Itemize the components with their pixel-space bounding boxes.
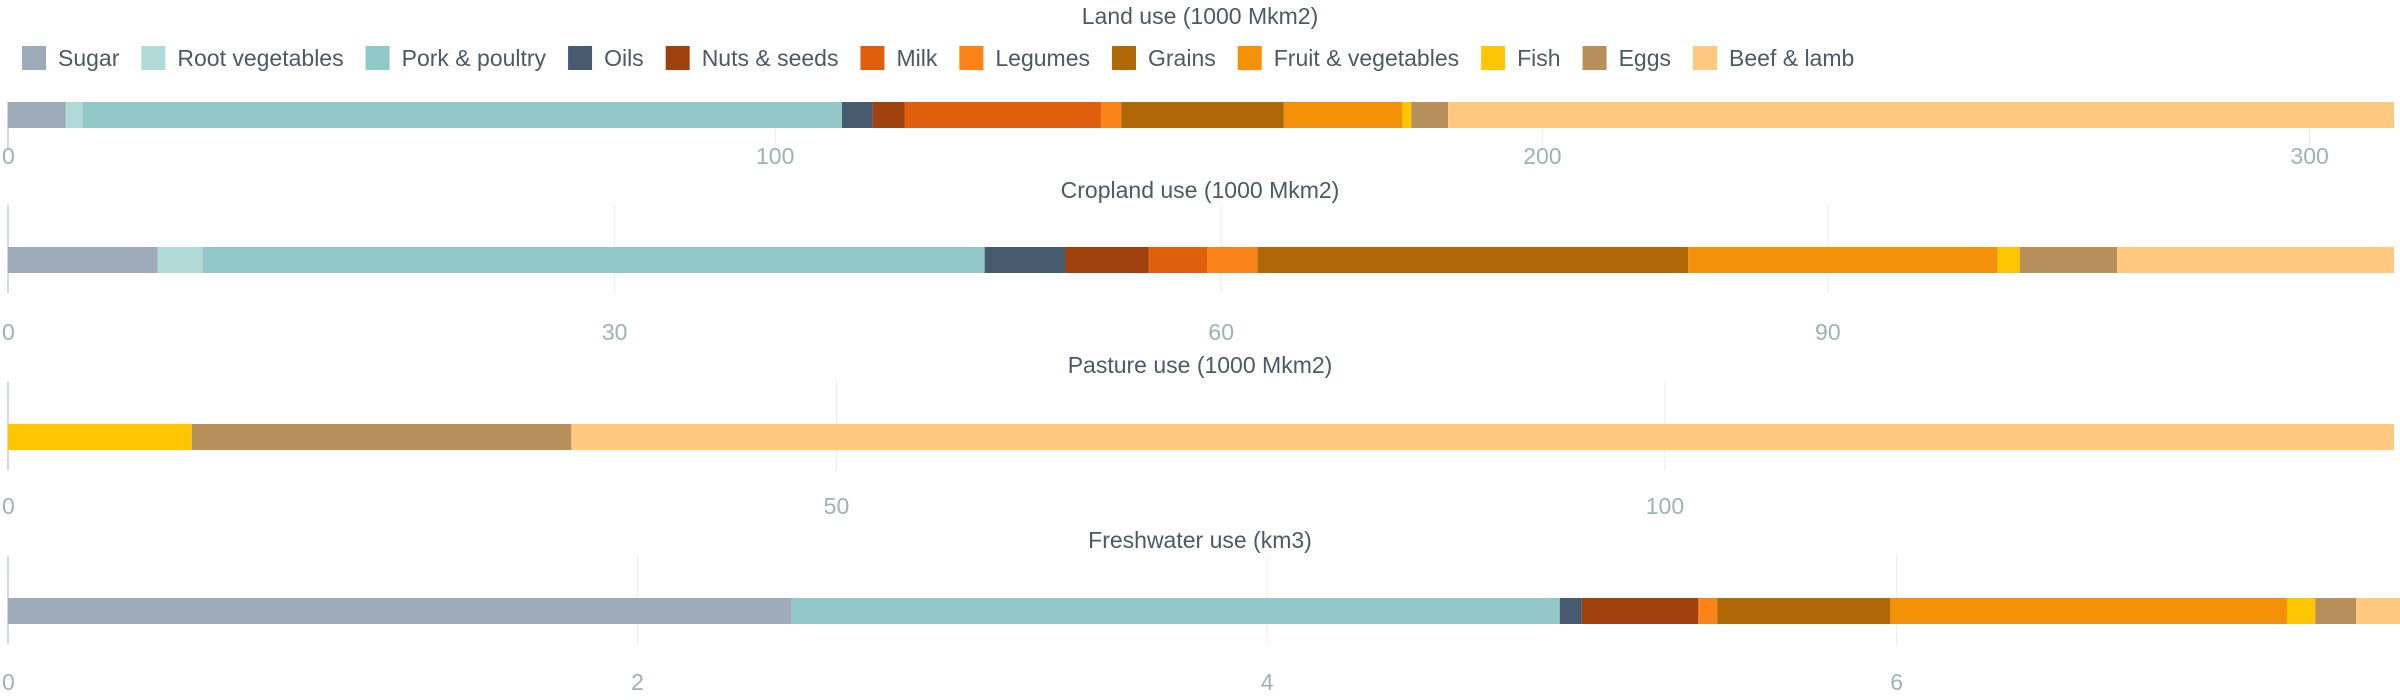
bar-segment-root-vegetables[interactable]	[157, 247, 203, 273]
tick-label: 90	[1815, 319, 1841, 345]
tick-label: 0	[2, 669, 15, 695]
tick-label: 300	[2290, 143, 2328, 169]
legend-item-fruit-and-vegetables[interactable]: Fruit & vegetables	[1237, 45, 1459, 71]
tick-label: 100	[756, 143, 794, 169]
legend-swatch	[1237, 46, 1262, 70]
tick-label: 6	[1890, 669, 1903, 695]
legend-item-eggs[interactable]: Eggs	[1582, 45, 1671, 71]
bar-segment-eggs[interactable]	[1411, 102, 1449, 128]
legend-label: Milk	[896, 45, 937, 71]
bar-segment-nuts-and-seeds[interactable]	[1581, 598, 1699, 624]
legend-label: Sugar	[58, 45, 120, 71]
legend-item-nuts-and-seeds[interactable]: Nuts & seeds	[665, 45, 839, 71]
bar-segment-fruit-and-vegetables[interactable]	[1283, 102, 1403, 128]
legend-swatch	[1112, 46, 1136, 70]
legend-label: Grains	[1148, 45, 1216, 71]
bar-segment-nuts-and-seeds[interactable]	[872, 102, 905, 128]
legend-swatch	[1582, 46, 1607, 70]
legend-swatch	[141, 46, 166, 70]
legend-swatch	[860, 46, 885, 70]
tick-label: 100	[1646, 493, 1684, 519]
tick-label: 30	[602, 319, 628, 345]
bar-segment-beef-and-lamb[interactable]	[2356, 598, 2400, 624]
legend-label: Oils	[604, 45, 644, 71]
chart-title: Cropland use (1000 Mkm2)	[1061, 177, 1340, 203]
legend-swatch	[1481, 46, 1506, 70]
bar-segment-fruit-and-vegetables[interactable]	[1688, 247, 1998, 273]
tick-label: 0	[2, 319, 15, 345]
chart-panel-4: Freshwater use (km3) 0 2 4 6	[2, 527, 2400, 695]
legend-item-milk[interactable]: Milk	[860, 45, 938, 71]
chart-panel-3: Pasture use (1000 Mkm2) 0 50 100	[2, 352, 2394, 519]
legend-label: Legumes	[995, 45, 1090, 71]
bar-segment-grains[interactable]	[1257, 247, 1689, 273]
legend-item-oils[interactable]: Oils	[568, 45, 644, 71]
tick-label: 50	[824, 493, 850, 519]
legend-swatch	[1693, 46, 1718, 70]
legend-label: Pork & poultry	[402, 45, 547, 71]
bar-segment-oils[interactable]	[1559, 598, 1582, 624]
legend-swatch	[22, 46, 46, 70]
legend-item-pork-and-poultry[interactable]: Pork & poultry	[365, 45, 547, 71]
bar-segment-fish[interactable]	[8, 424, 192, 450]
legend-label: Root vegetables	[177, 45, 343, 71]
bar-segment-fish[interactable]	[1997, 247, 2020, 273]
legend-label: Fruit & vegetables	[1274, 45, 1459, 71]
bar-segment-eggs[interactable]	[2019, 247, 2117, 273]
legend-label: Beef & lamb	[1729, 45, 1854, 71]
bar-segment-fish[interactable]	[2286, 598, 2316, 624]
tick-label: 200	[1523, 143, 1561, 169]
bar-segment-nuts-and-seeds[interactable]	[1065, 247, 1149, 273]
bar-segment-legumes[interactable]	[1101, 102, 1122, 128]
bar-segment-grains[interactable]	[1717, 598, 1891, 624]
legend-item-fish[interactable]: Fish	[1481, 45, 1561, 71]
bar-segment-legumes[interactable]	[1698, 598, 1718, 624]
legend-swatch	[365, 46, 390, 70]
bar-segment-root-vegetables[interactable]	[65, 102, 83, 128]
tick-label: 0	[2, 493, 15, 519]
bar-segment-pork-and-poultry[interactable]	[791, 598, 1560, 624]
bar-segment-grains[interactable]	[1121, 102, 1284, 128]
chart-title: Freshwater use (km3)	[1088, 527, 1312, 553]
bar-segment-eggs[interactable]	[2315, 598, 2357, 624]
legend-item-sugar[interactable]: Sugar	[22, 45, 120, 71]
bar-segment-pork-and-poultry[interactable]	[82, 102, 842, 128]
legend: Sugar Root vegetables Pork & poultry Oils Nu…	[22, 45, 1854, 71]
bar-segment-oils[interactable]	[984, 247, 1066, 273]
bar-segment-milk[interactable]	[1148, 247, 1208, 273]
bar-segment-sugar[interactable]	[8, 598, 792, 624]
legend-swatch	[568, 46, 593, 70]
legend-item-beef-and-lamb[interactable]: Beef & lamb	[1693, 45, 1854, 71]
legend-label: Eggs	[1619, 45, 1671, 71]
bar-segment-legumes[interactable]	[1207, 247, 1258, 273]
legend-item-grains[interactable]: Grains	[1112, 45, 1216, 71]
bar-segment-fruit-and-vegetables[interactable]	[1890, 598, 2287, 624]
tick-label: 2	[631, 669, 644, 695]
bar-segment-beef-and-lamb[interactable]	[1448, 102, 2394, 128]
tick-label: 0	[2, 143, 15, 169]
bar-segment-oils[interactable]	[841, 102, 873, 128]
tick-label: 60	[1208, 319, 1234, 345]
bar-segment-pork-and-poultry[interactable]	[202, 247, 985, 273]
bar-segment-sugar[interactable]	[8, 102, 66, 128]
legend-swatch	[959, 46, 984, 70]
bar-segment-fish[interactable]	[1402, 102, 1412, 128]
bar-segment-sugar[interactable]	[8, 247, 158, 273]
tick-label: 4	[1261, 669, 1274, 695]
legend-label: Nuts & seeds	[702, 45, 839, 71]
legend-item-legumes[interactable]: Legumes	[959, 45, 1090, 71]
chart-panel-1: Land use (1000 Mkm2) 0 100 200 300	[2, 3, 2394, 169]
bar-segment-beef-and-lamb[interactable]	[571, 424, 2394, 450]
legend-swatch	[665, 46, 690, 70]
bar-segment-eggs[interactable]	[191, 424, 572, 450]
chart-title: Land use (1000 Mkm2)	[1082, 3, 1319, 29]
chart-panel-2: Cropland use (1000 Mkm2) 0 30 60 90	[2, 177, 2394, 345]
legend-label: Fish	[1517, 45, 1560, 71]
bar-segment-milk[interactable]	[904, 102, 1102, 128]
chart-title: Pasture use (1000 Mkm2)	[1068, 352, 1333, 378]
legend-item-root-vegetables[interactable]: Root vegetables	[141, 45, 344, 71]
bar-segment-beef-and-lamb[interactable]	[2116, 247, 2394, 273]
